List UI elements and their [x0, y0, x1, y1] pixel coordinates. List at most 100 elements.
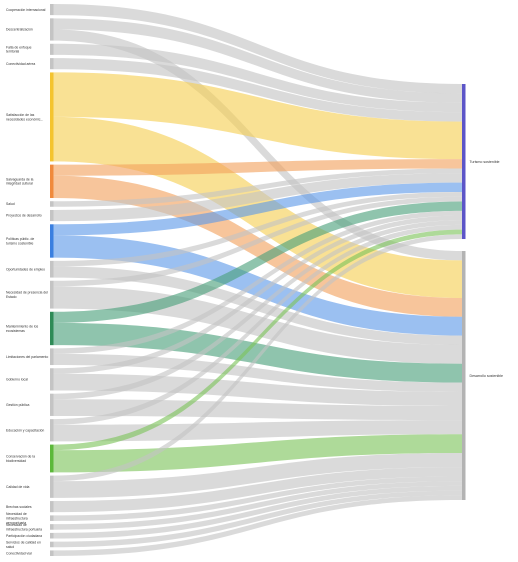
target-nodes: Turismo sostenible Desarrollo sostenible	[462, 84, 503, 500]
source-node: Conectividad aérea	[6, 58, 54, 70]
flow-link	[53, 224, 462, 425]
source-node-bar	[50, 164, 54, 199]
source-node-label: Descentralización	[6, 28, 33, 32]
source-node-label: Oportunidades de empleo	[6, 267, 45, 271]
source-node-bar	[50, 43, 54, 55]
flow-link	[53, 175, 462, 317]
target-node-label: Desarrollo sostenible	[470, 374, 504, 378]
flow-link	[53, 229, 462, 451]
flow-link	[53, 196, 462, 287]
source-nodes: Cooperación internacional Descentralizaci…	[6, 4, 54, 556]
source-node-label: Necesidad de infraestructura portuaria	[6, 523, 42, 531]
flow-link	[53, 182, 462, 236]
flow-link	[53, 453, 462, 498]
source-node: Conectividad vial	[6, 550, 54, 556]
source-node-bar	[50, 419, 54, 442]
source-node-bar	[50, 348, 54, 366]
flow-link	[53, 4, 462, 94]
source-node-label: Satisfacción de las necesidades económic.…	[6, 113, 43, 121]
target-node-desarrollo: Desarrollo sostenible	[462, 251, 503, 500]
source-node: Falta de enfoque territorial	[6, 43, 54, 55]
source-node-bar	[50, 444, 54, 473]
source-node-label: Educación y capacitación	[6, 428, 44, 432]
flow-link	[53, 467, 462, 513]
flow-links	[53, 4, 462, 556]
source-node: Necesidad de infraestructura aeroportuaria	[6, 512, 54, 525]
source-node: Limitaciones del parlamento	[6, 348, 54, 366]
source-node: Oportunidades de empleo	[6, 260, 54, 278]
source-node: Cooperación internacional	[6, 4, 54, 16]
flow-link	[53, 481, 462, 530]
source-node-label: Salvaguarda de la integridad cultural	[6, 177, 33, 185]
source-node-bar	[50, 201, 54, 207]
source-node-label: Salud	[6, 202, 15, 206]
target-node-bar	[462, 251, 466, 500]
source-node-label: Cooperación internacional	[6, 8, 46, 12]
source-node: Necesidad de presencia del Estado	[6, 280, 54, 309]
flow-link	[53, 235, 462, 336]
source-node-bar	[50, 58, 54, 70]
source-node-label: Políticas públic. de turismo sostenible	[6, 237, 34, 245]
source-node-bar	[50, 475, 54, 498]
source-node-bar	[50, 524, 54, 530]
source-node-label: Conectividad vial	[6, 551, 32, 555]
source-node-label: Falta de enfoque territorial	[6, 45, 32, 53]
source-node: Salvaguarda de la integridad cultural	[6, 164, 54, 199]
source-node-bar	[50, 311, 54, 346]
source-node: Gobierno local	[6, 368, 54, 391]
flow-link	[53, 43, 462, 113]
flow-link	[53, 210, 462, 354]
source-node-label: Conservación de la biodiversidad	[6, 455, 35, 463]
source-node: Educación y capacitación	[6, 419, 54, 442]
flow-link	[53, 58, 462, 122]
source-node-label: Servicios de calidad en salud	[6, 540, 41, 548]
source-node-label: Gobierno local	[6, 378, 28, 382]
flow-link	[53, 72, 462, 160]
source-node: Descentralización	[6, 18, 54, 41]
source-node-bar	[50, 280, 54, 309]
source-node: Mantenimiento de los ecosistemas	[6, 311, 54, 346]
source-node-bar	[50, 260, 54, 278]
flow-link	[53, 266, 462, 345]
flow-link	[53, 490, 462, 548]
flow-link	[53, 476, 462, 521]
flow-link	[53, 495, 462, 556]
source-node-bar	[50, 550, 54, 556]
source-node: Necesidad de infraestructura portuaria	[6, 523, 54, 531]
target-node-turismo: Turismo sostenible	[462, 84, 500, 240]
flow-link	[53, 399, 462, 421]
source-node-label: Mantenimiento de los ecosistemas	[6, 324, 39, 332]
flow-link	[53, 234, 462, 482]
source-node-bar	[50, 501, 54, 513]
source-node: Gestión pública	[6, 393, 54, 416]
source-node-label: Participación ciudadana	[6, 534, 42, 538]
source-node-label: Proyectos de desarrollo	[6, 214, 42, 218]
source-node-label: Necesidad de infraestructura aeroportuaria	[6, 512, 28, 525]
source-node: Salud	[6, 201, 54, 207]
source-node-label: Calidad de vida	[6, 485, 29, 489]
source-node-label: Brechas sociales	[6, 505, 32, 509]
flow-link	[53, 220, 462, 400]
source-node-bar	[50, 393, 54, 416]
flow-link	[53, 353, 462, 392]
flow-link	[53, 434, 462, 473]
flow-link	[53, 485, 462, 539]
source-node-label: Gestión pública	[6, 403, 29, 407]
source-node: Políticas públic. de turismo sostenible	[6, 224, 54, 258]
flow-link	[53, 18, 462, 103]
flow-link	[53, 159, 462, 176]
source-node-bar	[50, 515, 54, 521]
flow-link	[53, 173, 462, 222]
source-node-bar	[50, 541, 54, 548]
target-node-bar	[462, 84, 466, 240]
flow-link	[53, 215, 462, 374]
flow-link	[53, 201, 462, 323]
target-node-label: Turismo sostenible	[470, 160, 500, 164]
source-node: Calidad de vida	[6, 475, 54, 498]
source-node-label: Necesidad de presencia del Estado	[6, 291, 48, 299]
source-node-bar	[50, 4, 54, 16]
source-node-bar	[50, 209, 54, 222]
flow-link	[53, 168, 462, 207]
flow-link	[53, 29, 462, 261]
